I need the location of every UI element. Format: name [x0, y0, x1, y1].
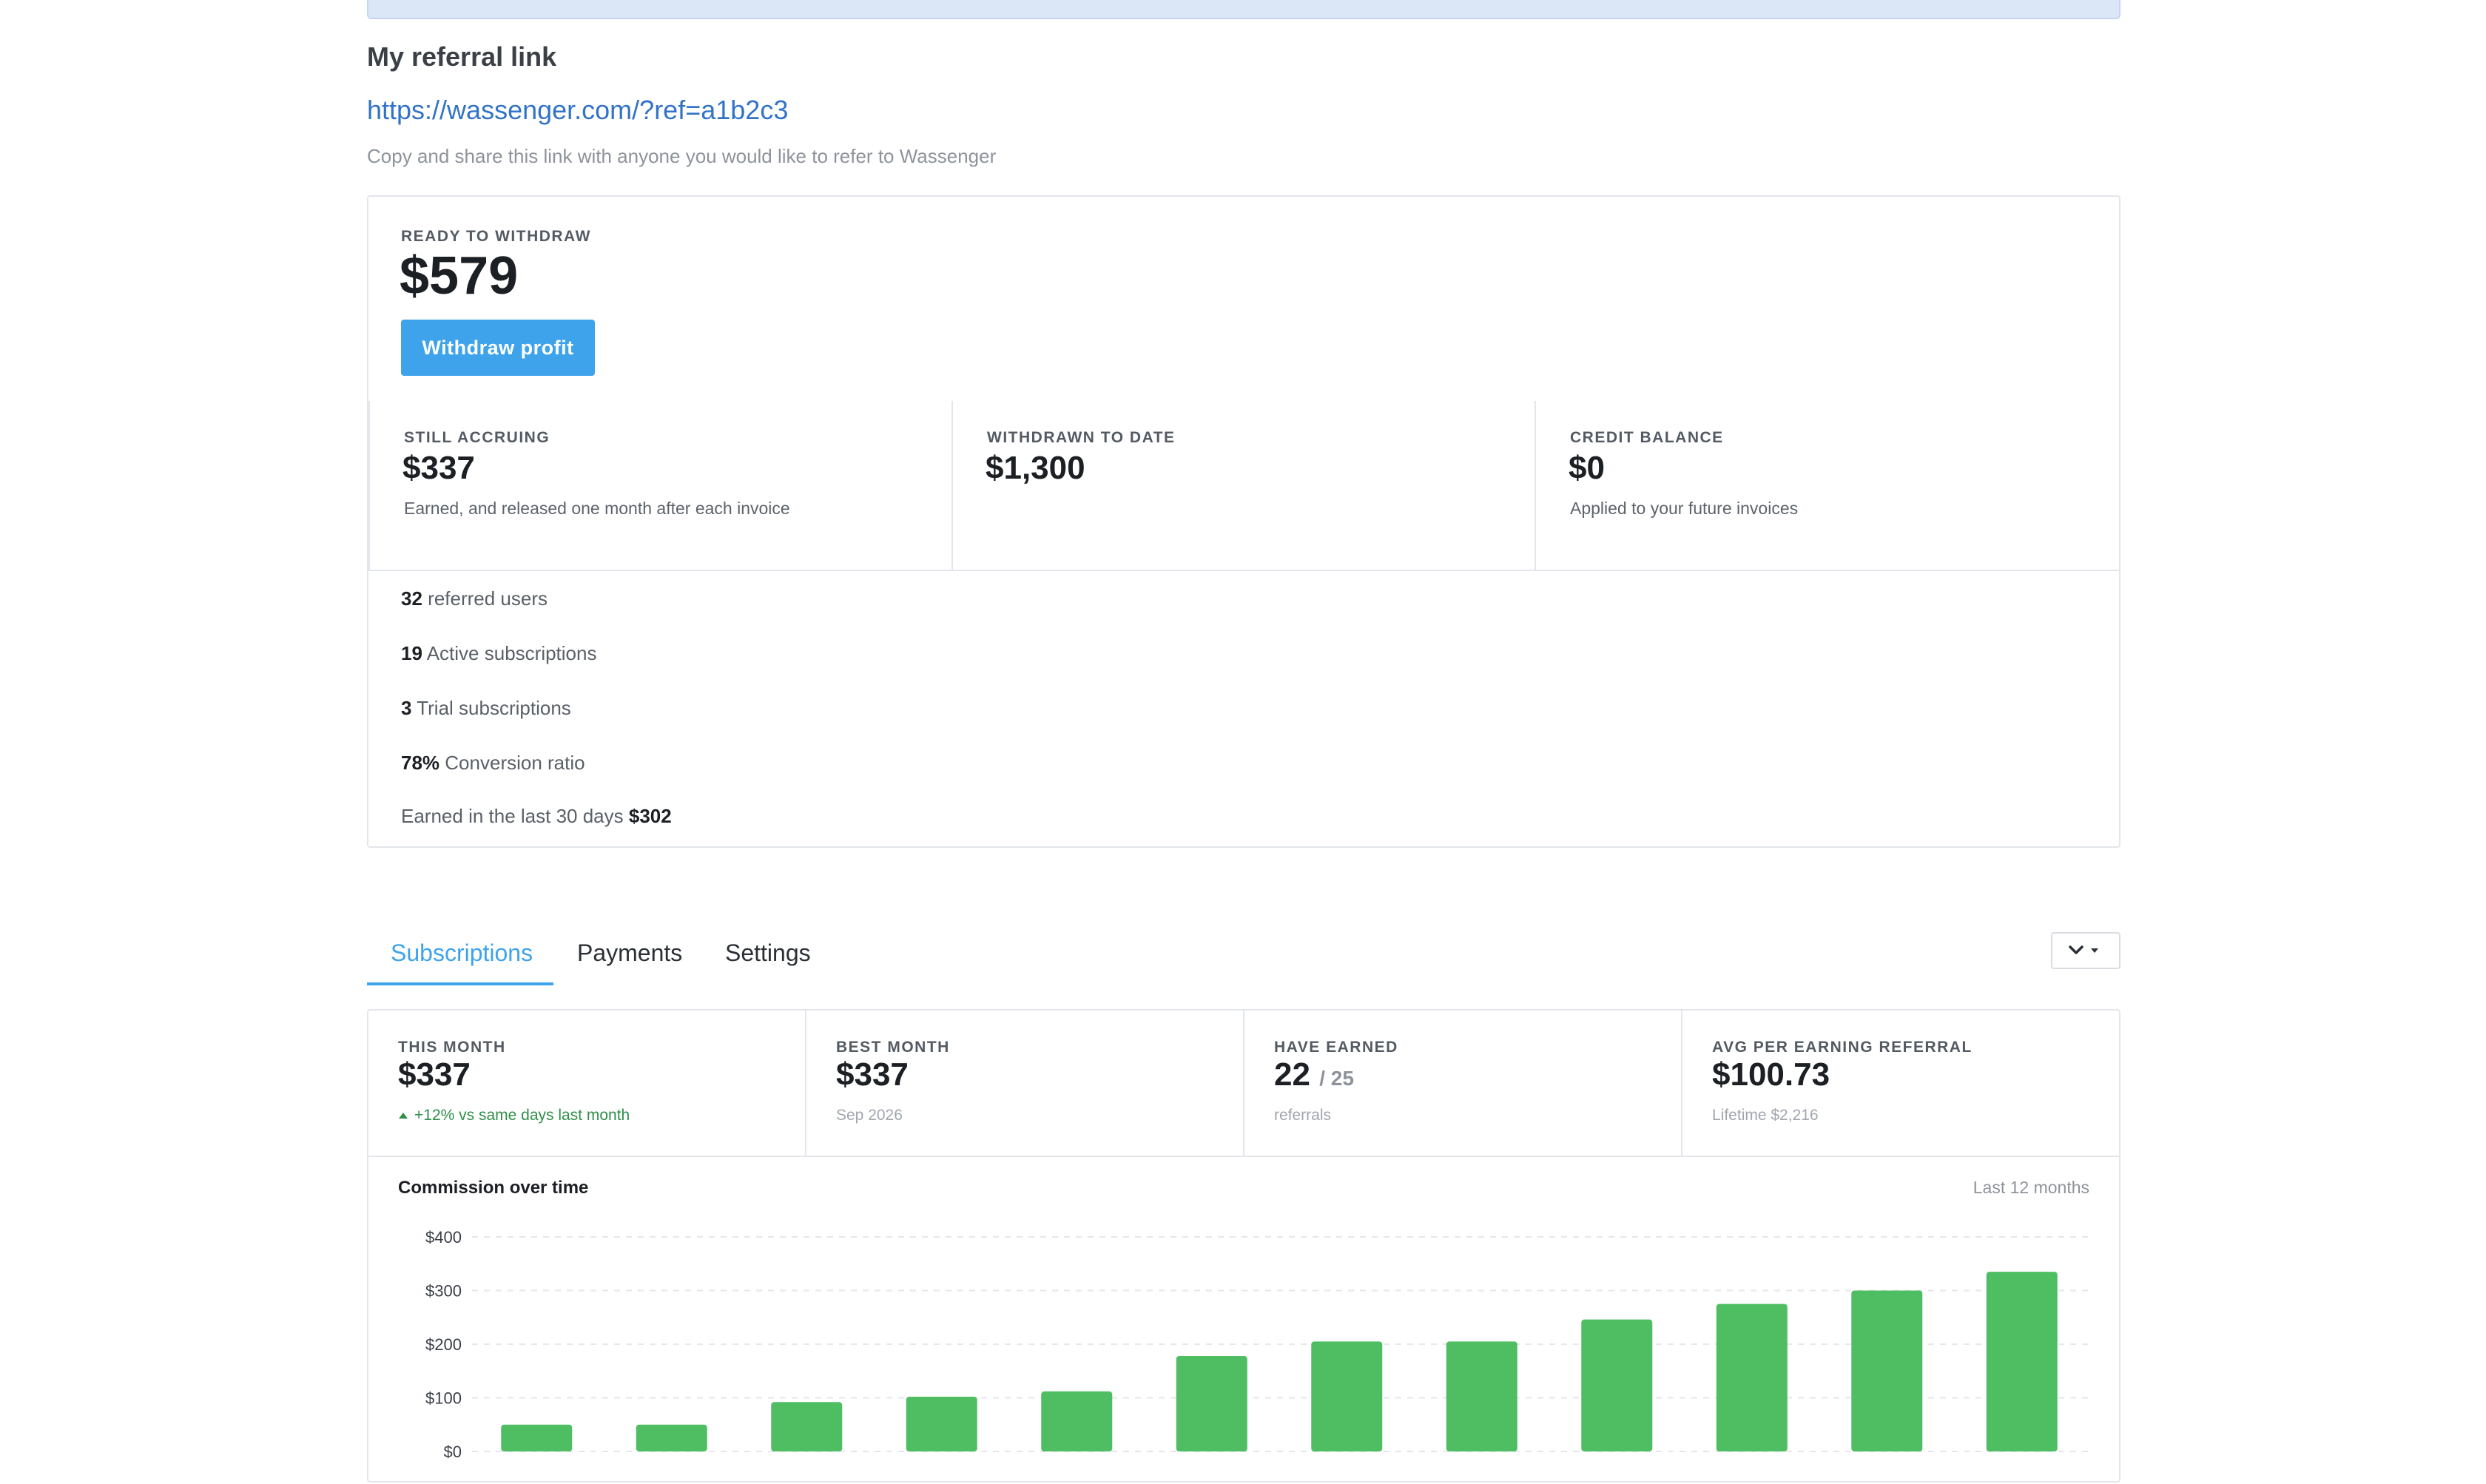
commission-bar[interactable]: [1851, 1290, 1923, 1452]
ready-to-withdraw-amount: $579: [400, 246, 519, 306]
kpi-note: Sep 2026: [836, 1107, 903, 1124]
metric-value: 3: [401, 697, 412, 719]
kpi-total: / 25: [1319, 1067, 1354, 1090]
commission-bar[interactable]: [636, 1424, 707, 1451]
withdrawn-to-date-label: WITHDRAWN TO DATE: [987, 429, 1176, 446]
y-tick-label: $200: [425, 1335, 462, 1354]
commission-bar[interactable]: [1176, 1355, 1247, 1451]
kpi-trend-note: +12% vs same days last month: [398, 1107, 630, 1124]
withdrawn-to-date-amount: $1,300: [986, 450, 1085, 486]
kpi-value: 22: [1274, 1056, 1310, 1093]
referral-help-text: Copy and share this link with anyone you…: [367, 145, 997, 167]
ready-to-withdraw-label: READY TO WITHDRAW: [401, 228, 591, 245]
kpi-label: HAVE EARNED: [1274, 1039, 1398, 1056]
triangle-up-icon: [399, 1113, 408, 1119]
commission-bar[interactable]: [1986, 1272, 2058, 1451]
kpi-value: $100.73: [1712, 1056, 1830, 1093]
y-tick-label: $100: [425, 1389, 462, 1408]
metric-label: referred users: [428, 587, 548, 610]
metric-value: 32: [401, 587, 422, 610]
referral-link[interactable]: https://wassenger.com/?ref=a1b2c3: [367, 95, 789, 125]
tab-payments[interactable]: Payments: [577, 940, 683, 966]
section-tabs: Subscriptions Payments Settings: [367, 931, 2120, 985]
metric-value: $302: [628, 805, 672, 827]
commission-bar[interactable]: [1446, 1341, 1517, 1451]
kpi-row: THIS MONTH $337 +12% vs same days last m…: [368, 1011, 2119, 1157]
commission-bar[interactable]: [906, 1397, 977, 1451]
balance-stats: STILL ACCRUING $337 Earned, and released…: [368, 401, 2119, 571]
credit-balance-note: Applied to your future invoices: [1570, 499, 1799, 518]
still-accruing-note: Earned, and released one month after eac…: [404, 499, 790, 518]
chart-range: Last 12 months: [1973, 1178, 2089, 1197]
withdraw-profit-button[interactable]: Withdraw profit: [401, 320, 595, 376]
top-banner: [367, 0, 2120, 19]
kpi-label: AVG PER EARNING REFERRAL: [1712, 1039, 1973, 1056]
kpi-note: Lifetime $2,216: [1712, 1107, 1819, 1124]
metric-value: 78%: [401, 752, 440, 774]
commission-panel: THIS MONTH $337 +12% vs same days last m…: [367, 1009, 2120, 1483]
metric-active-subscriptions: 19 Active subscriptions: [401, 642, 596, 665]
y-tick-label: $300: [425, 1282, 462, 1301]
kpi-label: BEST MONTH: [836, 1039, 950, 1056]
commission-bar[interactable]: [1041, 1391, 1113, 1451]
metric-label: Earned in the last 30 days: [401, 805, 624, 827]
credit-balance-amount: $0: [1569, 450, 1605, 486]
kpi-value: $337: [398, 1056, 471, 1093]
withdrawn-to-date-stat: WITHDRAWN TO DATE $1,300: [953, 401, 1536, 570]
still-accruing-label: STILL ACCRUING: [404, 429, 550, 446]
commission-bar[interactable]: [1581, 1319, 1653, 1451]
kpi-note: referrals: [1274, 1107, 1332, 1124]
credit-balance-label: CREDIT BALANCE: [1570, 429, 1724, 446]
commission-bar[interactable]: [771, 1402, 843, 1451]
metric-trial-subscriptions: 3 Trial subscriptions: [401, 697, 571, 720]
chevron-down-icon: [2069, 945, 2098, 954]
commission-bar-chart: $0 $100 $200 $300 $400: [425, 1228, 2092, 1461]
metric-earned-last-30-days: Earned in the last 30 days $302: [401, 805, 672, 828]
kpi-label: THIS MONTH: [398, 1039, 506, 1056]
metric-value: 19: [401, 642, 422, 664]
y-tick-label: $0: [444, 1443, 462, 1461]
commission-bar[interactable]: [501, 1424, 573, 1451]
credit-balance-stat: CREDIT BALANCE $0 Applied to your future…: [1536, 401, 2119, 570]
metric-label: Active subscriptions: [426, 642, 597, 664]
chart-title: Commission over time: [398, 1178, 589, 1198]
kpi-this-month: THIS MONTH $337 +12% vs same days last m…: [368, 1011, 806, 1156]
still-accruing-amount: $337: [402, 450, 475, 486]
kpi-best-month: BEST MONTH $337 Sep 2026: [806, 1011, 1244, 1156]
still-accruing-stat: STILL ACCRUING $337 Earned, and released…: [368, 401, 953, 570]
metric-label: Trial subscriptions: [417, 697, 571, 719]
commission-bar[interactable]: [1716, 1303, 1788, 1451]
metric-label: Conversion ratio: [445, 752, 585, 774]
kpi-note-text: +12% vs same days last month: [414, 1107, 630, 1124]
tab-subscriptions[interactable]: Subscriptions: [391, 940, 533, 966]
y-tick-label: $400: [425, 1228, 462, 1247]
options-dropdown-button[interactable]: [2051, 932, 2120, 969]
metric-referred-users: 32 referred users: [401, 587, 548, 610]
active-tab-indicator: [367, 982, 553, 985]
commission-bar[interactable]: [1311, 1341, 1383, 1451]
earnings-summary-card: READY TO WITHDRAW $579 Withdraw profit S…: [367, 195, 2120, 848]
tab-settings[interactable]: Settings: [725, 940, 811, 966]
kpi-have-earned: HAVE EARNED 22 / 25 referrals: [1244, 1011, 1682, 1156]
referral-title: My referral link: [367, 41, 557, 72]
kpi-value-group: 22 / 25: [1274, 1056, 1354, 1093]
metric-conversion-ratio: 78% Conversion ratio: [401, 752, 585, 775]
kpi-value: $337: [836, 1056, 909, 1093]
kpi-avg-per-referral: AVG PER EARNING REFERRAL $100.73 Lifetim…: [1682, 1011, 2120, 1156]
